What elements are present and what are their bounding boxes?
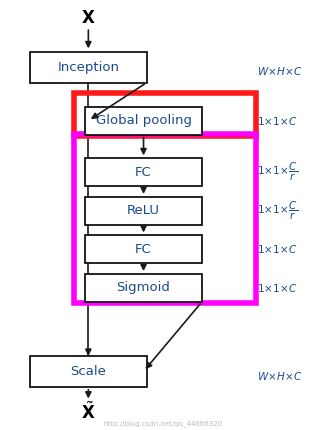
Text: $W\!\times\!H\!\times\!C$: $W\!\times\!H\!\times\!C$ bbox=[257, 370, 303, 382]
FancyBboxPatch shape bbox=[85, 274, 202, 302]
Text: $1\!\times\!1\!\times\!C$: $1\!\times\!1\!\times\!C$ bbox=[257, 282, 298, 294]
Text: Global pooling: Global pooling bbox=[96, 114, 191, 127]
FancyBboxPatch shape bbox=[85, 197, 202, 224]
Text: http://blog.csdn.net/qq_44666320: http://blog.csdn.net/qq_44666320 bbox=[103, 421, 223, 427]
FancyBboxPatch shape bbox=[85, 235, 202, 263]
Text: $1\!\times\!1\!\times\!\dfrac{C}{r}$: $1\!\times\!1\!\times\!\dfrac{C}{r}$ bbox=[257, 200, 298, 222]
Text: $1\!\times\!1\!\times\!C$: $1\!\times\!1\!\times\!C$ bbox=[257, 115, 298, 127]
Text: $\mathbf{X}$: $\mathbf{X}$ bbox=[81, 9, 96, 27]
Text: Inception: Inception bbox=[57, 61, 119, 74]
Text: Scale: Scale bbox=[70, 365, 106, 378]
Text: ReLU: ReLU bbox=[127, 204, 160, 217]
FancyBboxPatch shape bbox=[85, 107, 202, 135]
Text: FC: FC bbox=[135, 166, 152, 178]
Text: $1\!\times\!1\!\times\!\dfrac{C}{r}$: $1\!\times\!1\!\times\!\dfrac{C}{r}$ bbox=[257, 161, 298, 183]
FancyBboxPatch shape bbox=[85, 158, 202, 186]
FancyBboxPatch shape bbox=[30, 52, 147, 83]
Text: $1\!\times\!1\!\times\!C$: $1\!\times\!1\!\times\!C$ bbox=[257, 243, 298, 255]
Text: $W\!\times\!H\!\times\!C$: $W\!\times\!H\!\times\!C$ bbox=[257, 65, 303, 77]
FancyBboxPatch shape bbox=[30, 356, 147, 387]
Text: $\tilde{\mathbf{X}}$: $\tilde{\mathbf{X}}$ bbox=[81, 402, 96, 423]
Text: FC: FC bbox=[135, 243, 152, 256]
Text: Sigmoid: Sigmoid bbox=[117, 281, 170, 295]
